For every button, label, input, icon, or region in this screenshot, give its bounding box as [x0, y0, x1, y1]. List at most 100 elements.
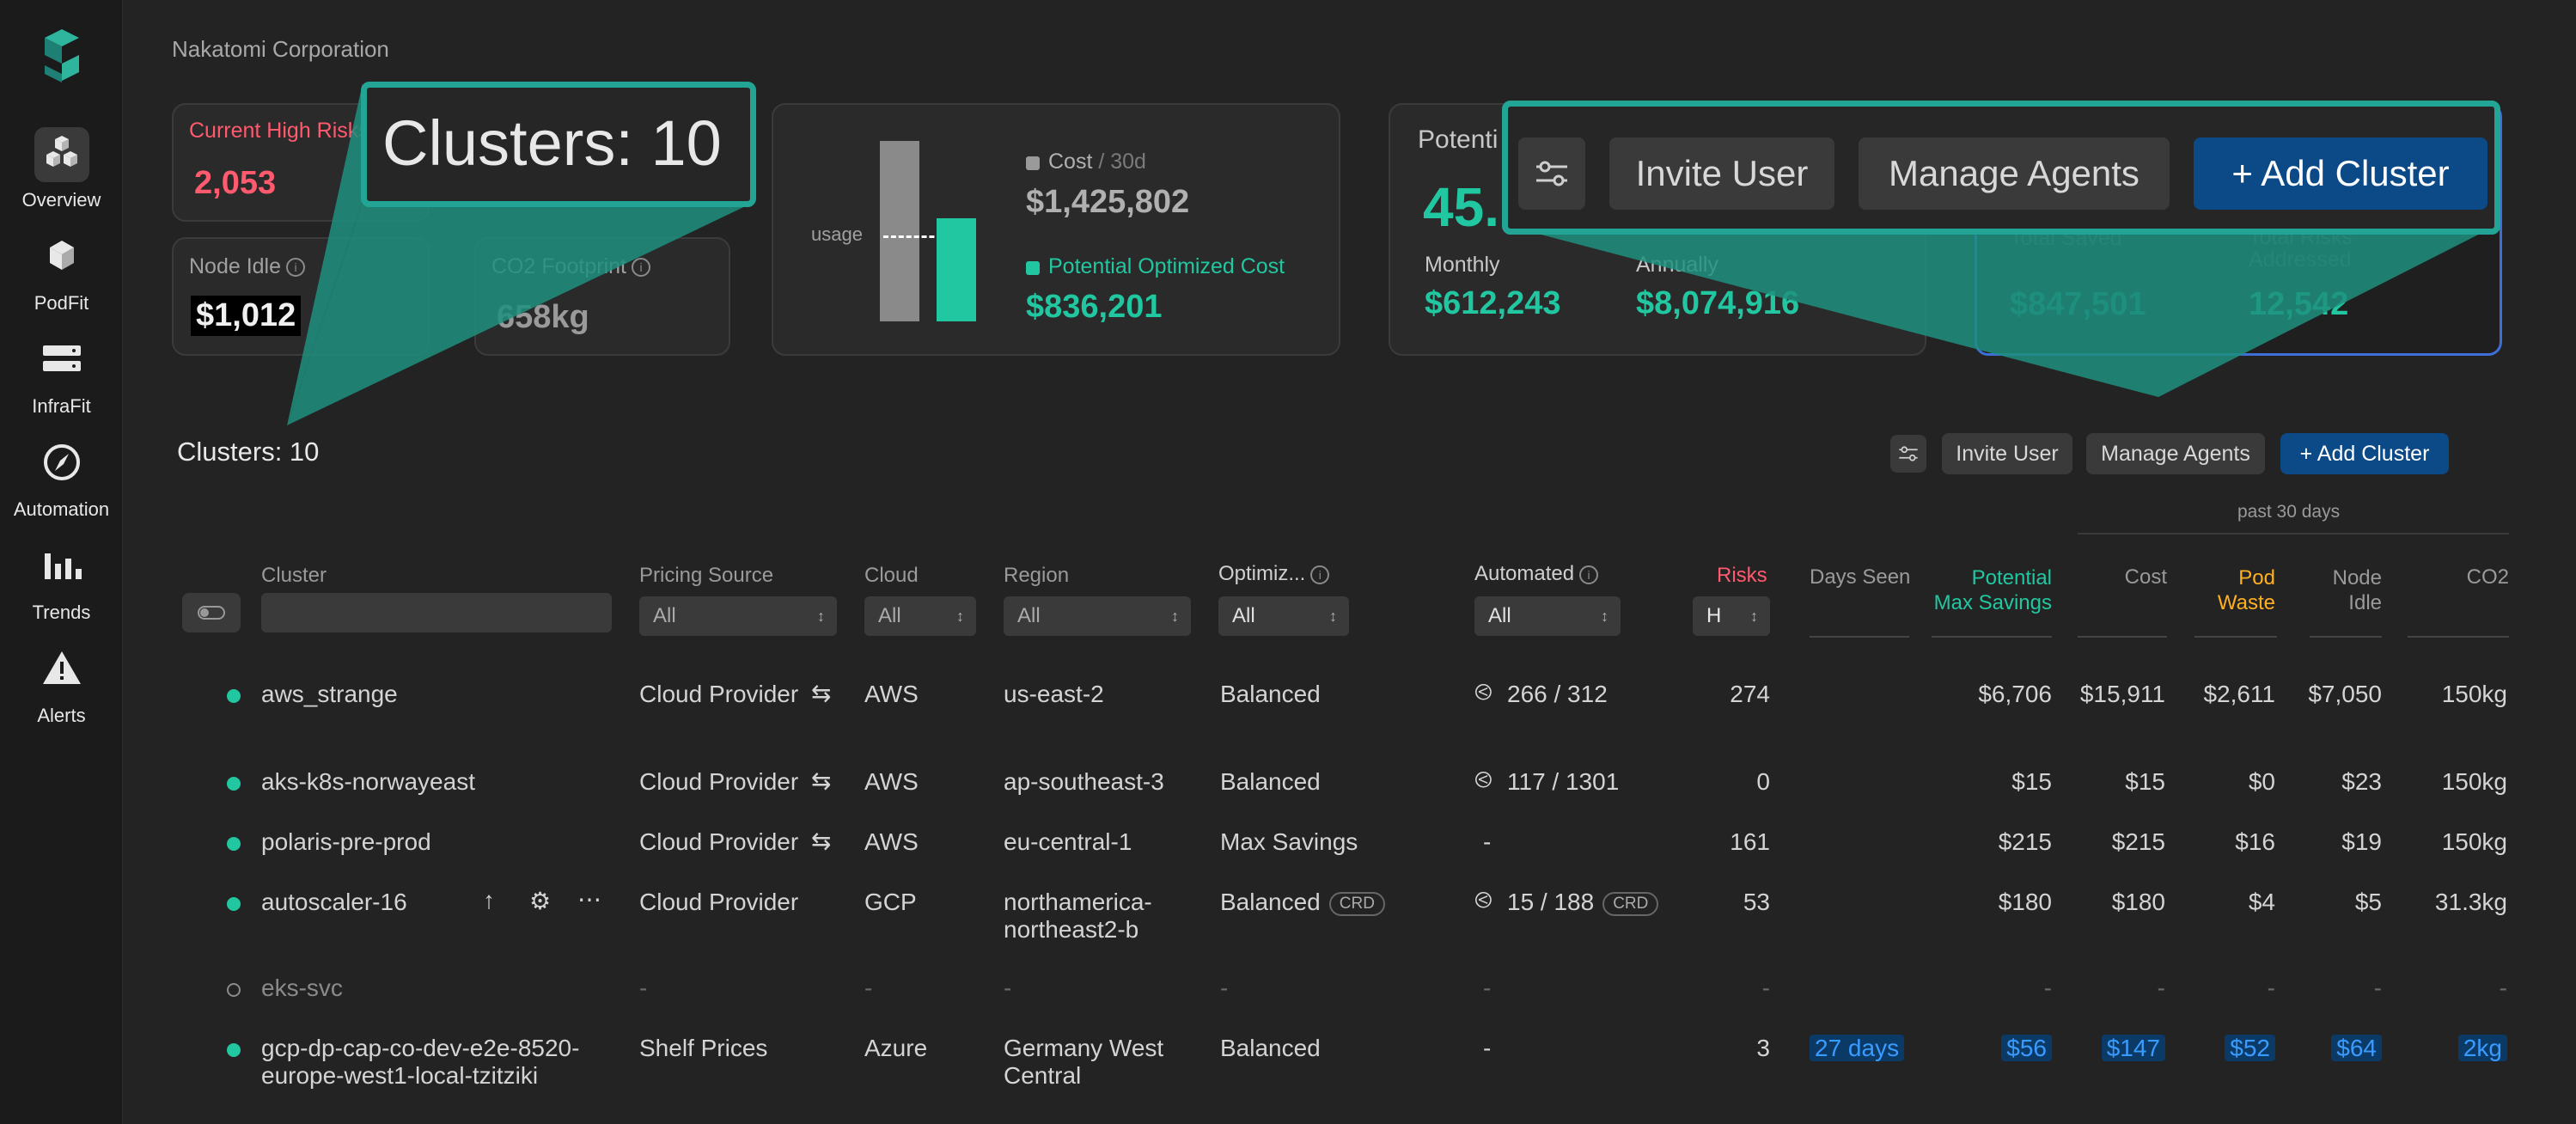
status-dot	[227, 689, 241, 703]
bar-chart-icon	[34, 540, 89, 595]
sidebar-item-label: Alerts	[37, 705, 86, 726]
more-icon[interactable]: ⋯	[577, 886, 601, 913]
info-icon[interactable]: i	[1310, 565, 1330, 584]
sidebar-item-infrafit[interactable]: InfraFit	[0, 333, 123, 418]
cluster-name[interactable]: autoscaler-16	[261, 889, 407, 915]
sidebar-item-overview[interactable]: Overview	[0, 127, 123, 211]
info-icon[interactable]: i	[632, 258, 651, 278]
header-cluster[interactable]: Cluster	[261, 564, 327, 587]
cubes-icon	[34, 127, 89, 182]
automated: -	[1483, 974, 1492, 1001]
sidebar-item-alerts[interactable]: Alerts	[0, 643, 123, 727]
cluster-name[interactable]: eks-svc	[261, 974, 343, 1001]
header-potential-max-savings[interactable]: Potential Max Savings	[1933, 566, 2052, 614]
node-idle-label: Node Idle i	[189, 254, 306, 279]
header-cost[interactable]: Cost	[2124, 565, 2167, 589]
logo-icon[interactable]	[38, 26, 86, 86]
select-all-toggle[interactable]	[182, 593, 241, 632]
cost: $180	[2111, 889, 2165, 915]
potential-label: Potenti	[1418, 125, 1499, 154]
zoom-add-cluster-button[interactable]: + Add Cluster	[2194, 137, 2487, 210]
cost: -	[2157, 974, 2165, 1001]
manage-agents-button[interactable]: Manage Agents	[2086, 433, 2265, 474]
monthly-value: $612,243	[1425, 285, 1561, 321]
automated: 266 / 312	[1507, 681, 1608, 707]
optimized-value: $836,201	[1026, 289, 1163, 325]
potential-savings: $6,706	[1978, 681, 2052, 707]
sidebar-item-trends[interactable]: Trends	[0, 540, 123, 624]
pod-waste: -	[2267, 974, 2275, 1001]
sidebar-item-automation[interactable]: Automation	[0, 437, 123, 521]
cost: $15	[2125, 768, 2165, 795]
automated: -	[1483, 1035, 1492, 1061]
header-region[interactable]: Region	[1004, 564, 1070, 587]
co2: 150kg	[2441, 828, 2507, 855]
cloud: GCP	[864, 889, 917, 915]
sidebar-item-podfit[interactable]: PodFit	[0, 230, 123, 315]
pricing-source-filter[interactable]: All	[639, 596, 837, 636]
cost-underline	[2078, 636, 2167, 638]
region: northamerica-northeast2-b	[1004, 889, 1152, 943]
filter-settings-button[interactable]	[1890, 435, 1926, 473]
co2: 2kg	[2406, 1035, 2507, 1062]
cost: $215	[2111, 828, 2165, 855]
cube-icon	[34, 230, 89, 285]
header-optimization[interactable]: Optimiz... i	[1218, 562, 1330, 586]
sidebar-item-label: InfraFit	[32, 395, 91, 417]
cluster-name[interactable]: gcp-dp-cap-co-dev-e2e-8520- europe-west1-…	[261, 1035, 580, 1089]
sync-icon[interactable]: ⇆	[811, 828, 832, 854]
warning-icon	[34, 643, 89, 698]
co2-underline	[2408, 636, 2509, 638]
info-icon[interactable]: i	[1579, 565, 1599, 584]
sync-icon[interactable]: ⇆	[811, 767, 832, 794]
sync-icon[interactable]: ⇆	[811, 680, 832, 706]
header-risks[interactable]: Risks	[1717, 564, 1767, 587]
sidebar-item-label: Overview	[21, 189, 101, 211]
header-cloud[interactable]: Cloud	[864, 564, 919, 587]
zoom-manage-agents-button[interactable]: Manage Agents	[1859, 137, 2170, 210]
automated-filter[interactable]: All	[1474, 596, 1621, 636]
cluster-name[interactable]: aks-k8s-norwayeast	[261, 768, 475, 795]
info-icon[interactable]: i	[286, 258, 306, 278]
node-idle-underline	[2310, 636, 2382, 638]
co2-card[interactable]: CO2 Footprint i 658kg	[474, 237, 730, 356]
pod-waste-underline	[2194, 636, 2277, 638]
status-dot	[227, 837, 241, 851]
region: eu-central-1	[1004, 828, 1132, 855]
header-pod-waste[interactable]: Pod Waste	[2217, 566, 2275, 614]
cost-card[interactable]: usage Cost / 30d $1,425,802 Potential Op…	[772, 103, 1340, 356]
node-idle: $7,050	[2308, 681, 2382, 707]
node-idle-value: $1,012	[191, 296, 302, 336]
potential-value: 45.	[1423, 176, 1499, 238]
sidebar-item-label: PodFit	[34, 292, 89, 314]
risks-filter[interactable]: H	[1693, 596, 1770, 636]
node-idle-card[interactable]: Node Idle i $1,012	[172, 237, 430, 356]
optimization: Balanced	[1220, 1035, 1321, 1061]
header-node-idle[interactable]: Node Idle	[2332, 566, 2382, 614]
usage-label: usage	[811, 223, 863, 245]
zoom-invite-user-button[interactable]: Invite User	[1609, 137, 1834, 210]
cluster-name[interactable]: polaris-pre-prod	[261, 828, 431, 855]
cost-label: Cost / 30d	[1048, 150, 1146, 174]
pricing-source: Cloud Provider	[639, 889, 799, 915]
add-cluster-button[interactable]: + Add Cluster	[2280, 433, 2449, 474]
monthly-label: Monthly	[1425, 253, 1500, 277]
region: ap-southeast-3	[1004, 768, 1164, 795]
cluster-name[interactable]: aws_strange	[261, 681, 398, 707]
pod-waste: $0	[2248, 768, 2275, 795]
region-filter[interactable]: All	[1004, 596, 1191, 636]
invite-user-button[interactable]: Invite User	[1942, 433, 2072, 474]
gear-icon[interactable]: ⚙	[529, 888, 552, 914]
header-co2[interactable]: CO2	[2466, 565, 2509, 589]
optimization: -	[1220, 974, 1229, 1001]
header-pricing-source[interactable]: Pricing Source	[639, 564, 774, 587]
move-up-icon[interactable]: ↑	[483, 887, 495, 913]
zoom-filter-settings-button[interactable]	[1518, 137, 1585, 210]
automation-icon: ⧀	[1474, 679, 1492, 705]
optimization-filter[interactable]: All	[1218, 596, 1349, 636]
cluster-search-input[interactable]	[261, 593, 612, 632]
node-idle: $19	[2341, 828, 2382, 855]
cloud-filter[interactable]: All	[864, 596, 976, 636]
header-days-seen[interactable]: Days Seen	[1810, 565, 1911, 589]
header-automated[interactable]: Automated i	[1474, 562, 1599, 586]
